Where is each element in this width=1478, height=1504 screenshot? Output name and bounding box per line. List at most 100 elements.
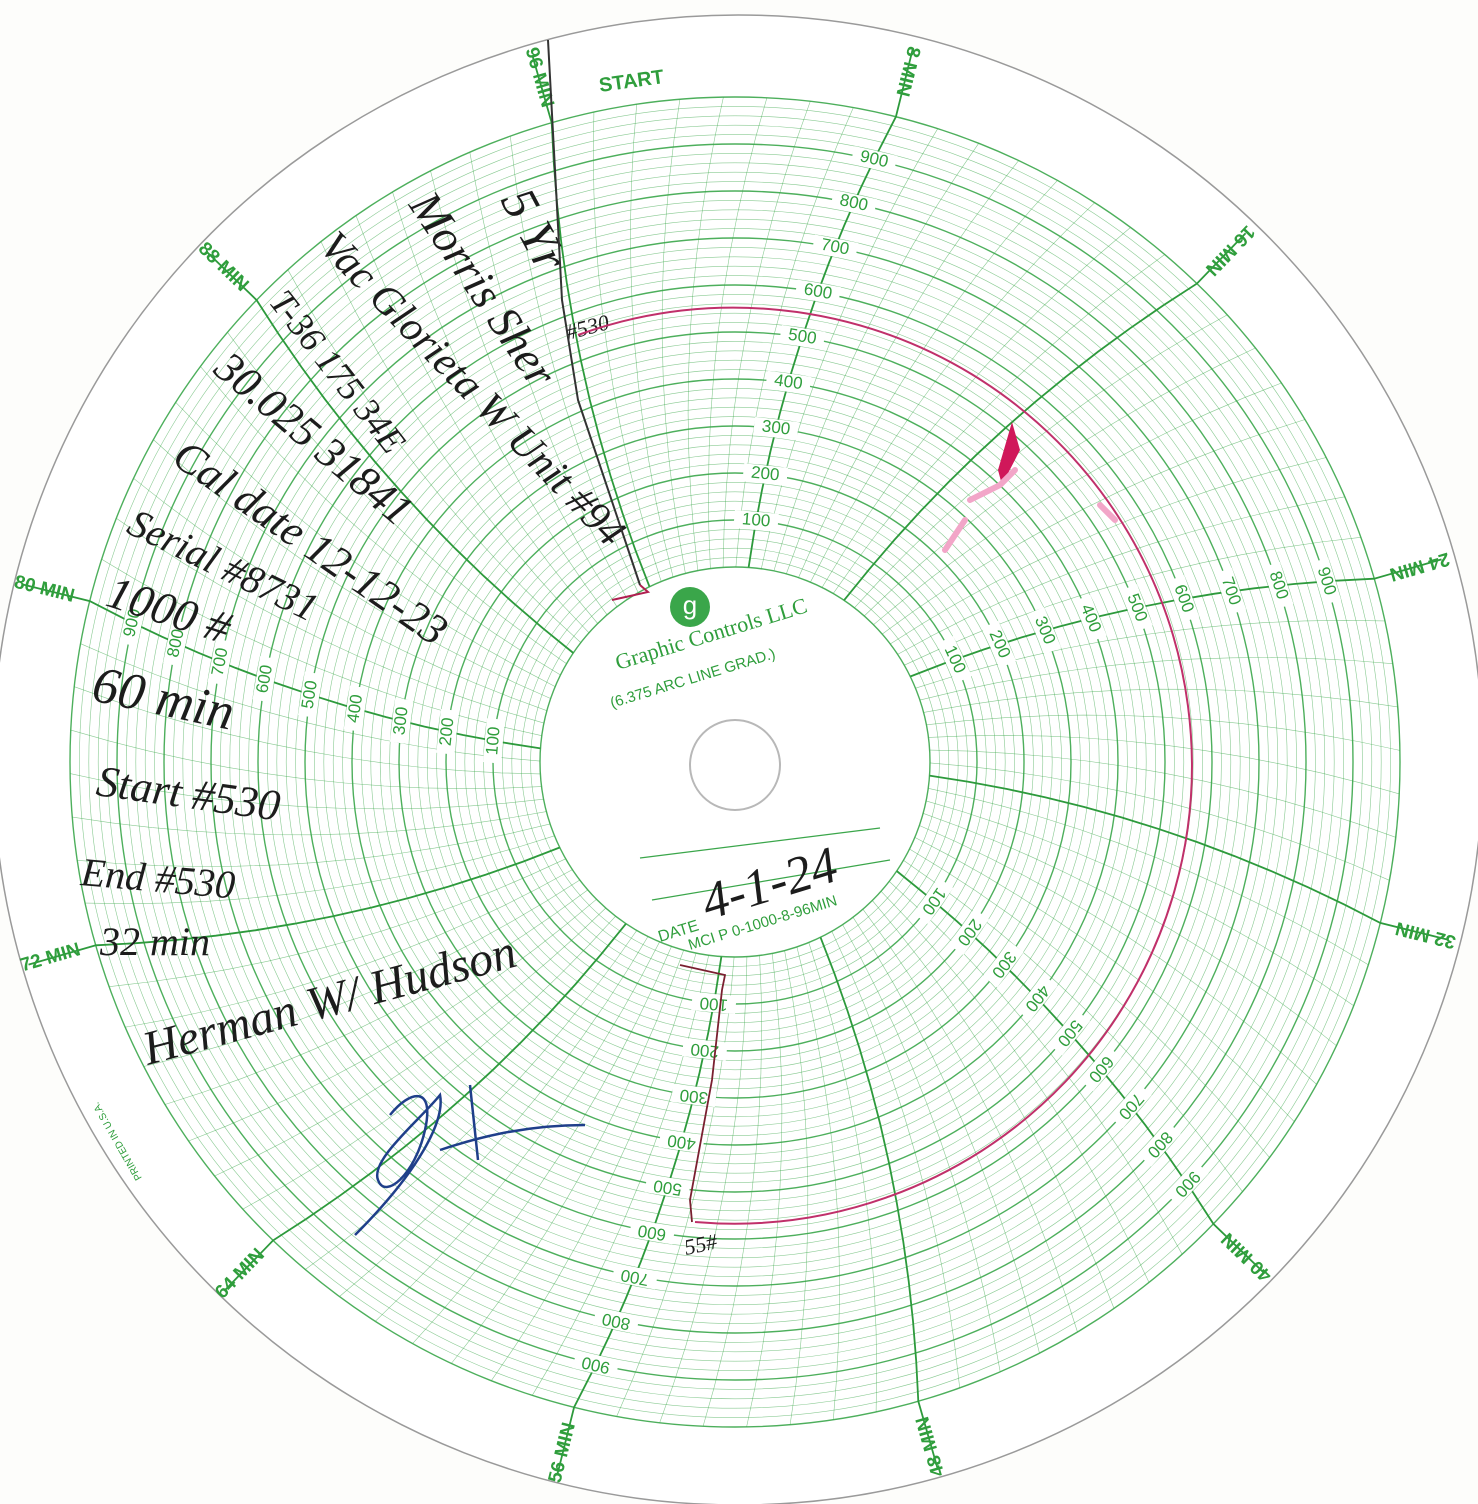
grid-circle [201,228,1269,1296]
grid-circle [267,294,1203,1230]
time-line [929,774,1449,941]
time-line [810,202,1095,583]
label-backing [628,1219,676,1245]
label-backing [343,685,368,732]
pen-line [547,39,641,586]
scale-label: 500 [652,1176,683,1199]
label-backing [592,1307,640,1334]
time-line [200,366,561,676]
time-line [70,773,544,810]
time-line [70,729,542,789]
time-line [223,923,627,1292]
time-line [510,136,639,593]
grid-circle [445,472,1025,1052]
scale-label: 200 [436,717,458,747]
grid-circle [426,453,1044,1071]
pen-line [679,964,727,1223]
grid-circle [163,190,1307,1334]
grid-circle [408,435,1062,1089]
grid-circle [97,124,1373,1400]
time-line [412,946,672,1344]
signature [354,1084,586,1236]
time-line [227,332,567,665]
label-backing [1120,584,1153,632]
grid-circle [285,312,1185,1212]
time-line [919,825,1317,1085]
label-backing [389,698,414,744]
time-line [821,227,1131,588]
time-line [164,889,588,1105]
time-line [708,97,768,569]
time-line [761,128,938,569]
time-line [592,112,662,582]
time-line [831,931,960,1388]
ink-spot [998,422,1020,485]
label-backing [1079,1045,1122,1092]
time-line [101,559,542,736]
time-line [923,688,1398,713]
label-backing [830,190,878,217]
time-line [687,97,724,571]
grid-circle [398,425,1072,1099]
time-line [872,900,1115,1309]
grid-circle [69,96,1401,1428]
time-line [819,936,939,1469]
time-line [491,953,697,1381]
time-line [287,269,582,643]
grid-circle [323,350,1147,1174]
label-backing [733,510,779,532]
grid-circle [351,378,1119,1146]
label-backing [753,416,799,441]
label-backing [252,655,278,703]
grid-circle [229,256,1241,1268]
time-line [375,941,660,1322]
label-backing [1027,606,1062,655]
grid-circle [276,303,1194,1221]
grid-circle [389,416,1081,1108]
label-backing [742,463,789,486]
grid-circle [379,406,1091,1118]
grid-circle [107,134,1363,1390]
time-line [808,942,878,1412]
grid-circle [173,200,1297,1324]
label-backing [691,992,737,1014]
label-backing [611,1263,659,1290]
scale-label: 600 [252,663,276,694]
label-backing [658,1129,705,1154]
label-backing [671,1083,717,1108]
logo-badge [670,587,710,627]
grid-circle [530,557,940,967]
time-line [735,107,854,568]
label-backing [1310,557,1342,605]
time-line [796,946,840,1420]
label-backing [1073,594,1107,643]
grid-circle [370,397,1100,1127]
time-line [888,881,1183,1255]
grid-circle [79,106,1391,1418]
scale-label: 200 [750,463,780,485]
time-line [919,657,1393,701]
grid-circle [417,444,1053,1080]
grid-circle [154,181,1316,1343]
scale-label: 100 [699,993,729,1014]
time-line [205,250,574,654]
time-line [904,537,1361,666]
time-line [854,314,1228,609]
time-line [702,955,762,1427]
label-backing [207,638,234,686]
grid-circle [238,265,1232,1259]
scale-label: 500 [298,679,321,710]
label-backing [1167,575,1200,623]
grid-circle [144,171,1326,1353]
time-line [914,837,1295,1122]
time-line [153,439,551,699]
time-line [72,811,547,836]
time-line [832,254,1165,594]
label-backing [948,908,990,955]
time-line [786,160,1019,575]
time-line [430,170,618,607]
time-line [873,382,1282,625]
time-line [80,643,541,762]
